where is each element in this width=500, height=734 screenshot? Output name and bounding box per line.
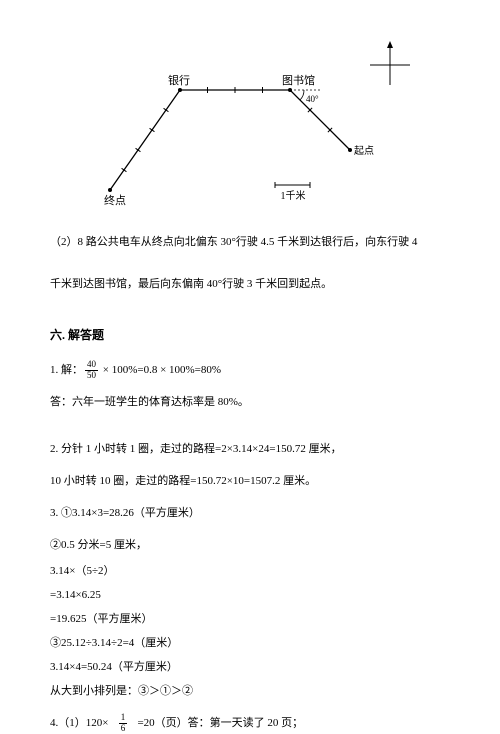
- question2-text-line1: （2）8 路公共电车从终点向北偏东 30°行驶 4.5 千米到达银行后，向东行驶…: [50, 230, 450, 254]
- question2-text-line2: 千米到达图书馆，最后向东偏南 40°行驶 3 千米回到起点。: [50, 272, 450, 296]
- answer-3-line7: 3.14×4=50.24（平方厘米）: [50, 656, 450, 678]
- answer-3-line5: =19.625（平方厘米）: [50, 608, 450, 630]
- answer-1-prefix: 1. 解：: [50, 364, 83, 376]
- answer-2-line1: 2. 分针 1 小时转 1 圈，走过的路程=2×3.14×24=150.72 厘…: [50, 438, 450, 460]
- answer-1-rest: × 100%=0.8 × 100%=80%: [100, 364, 221, 376]
- svg-text:银行: 银行: [168, 73, 190, 87]
- route-diagram: 北银行图书馆起点终点40°1千米: [80, 40, 380, 210]
- frac-num: 1: [119, 713, 128, 724]
- answer-3-line8: 从大到小排列是：③＞①＞②: [50, 680, 450, 702]
- answer-3-line6: ③25.12÷3.14÷2=4（厘米）: [50, 632, 450, 654]
- answer-3-line1: 3. ①3.14×3=28.26（平方厘米）: [50, 502, 450, 524]
- svg-text:终点: 终点: [104, 193, 126, 207]
- svg-text:1千米: 1千米: [281, 189, 306, 202]
- answer-2-line2: 10 小时转 10 圈，走过的路程=150.72×10=1507.2 厘米。: [50, 470, 450, 492]
- section-6-title: 六. 解答题: [50, 326, 450, 344]
- answer-1-conclusion: 答：六年一班学生的体育达标率是 80%。: [50, 391, 450, 413]
- answer-3-line4: =3.14×6.25: [50, 584, 450, 606]
- fraction-1-6: 16: [119, 713, 128, 734]
- answer-3-line2: ②0.5 分米=5 厘米，: [50, 534, 450, 556]
- answer-4-prefix: 4.（1）120×: [50, 717, 108, 729]
- svg-text:40°: 40°: [306, 94, 319, 104]
- fraction-40-50: 4050: [85, 360, 98, 381]
- svg-text:起点: 起点: [354, 145, 374, 157]
- answer-1: 1. 解：4050 × 100%=0.8 × 100%=80%: [50, 359, 450, 381]
- answer-4: 4.（1）120× 16 =20（页）答：第一天读了 20 页；: [50, 712, 450, 734]
- diagram-svg: 北银行图书馆起点终点40°1千米: [80, 40, 420, 210]
- answer-3-line3: 3.14×（5÷2）: [50, 560, 450, 582]
- answer-4-rest: =20（页）答：第一天读了 20 页；: [135, 717, 303, 729]
- svg-text:图书馆: 图书馆: [282, 73, 315, 87]
- frac-den: 50: [85, 371, 98, 381]
- frac-den: 6: [119, 724, 128, 734]
